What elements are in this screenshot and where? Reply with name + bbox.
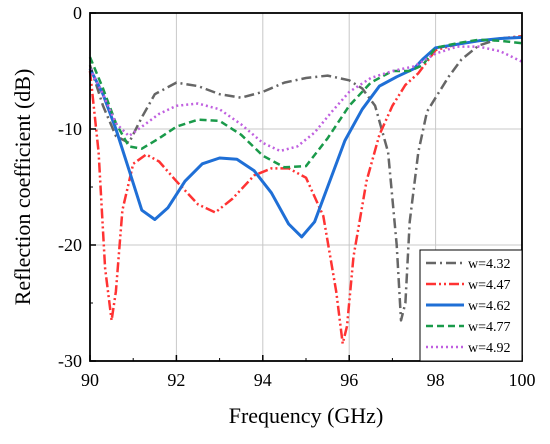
x-tick-label: 92 xyxy=(167,370,185,390)
series-line-w-4-77 xyxy=(88,38,523,169)
legend-label: w=4.92 xyxy=(468,341,511,356)
y-tick-label: -10 xyxy=(58,119,82,139)
x-tick-label: 94 xyxy=(254,370,272,390)
series-line-w-4-92 xyxy=(88,45,523,153)
x-axis-label: Frequency (GHz) xyxy=(229,403,384,428)
y-tick-label: 0 xyxy=(73,3,82,23)
x-tick-label: 98 xyxy=(427,370,445,390)
y-tick-label: -20 xyxy=(58,235,82,255)
legend-label: w=4.47 xyxy=(468,278,511,293)
series-line-w-4-47 xyxy=(88,34,523,345)
y-axis-label: Reflection coefficient (dB) xyxy=(10,69,35,306)
grid xyxy=(90,13,522,361)
x-tick-label: 96 xyxy=(340,370,358,390)
legend-label: w=4.62 xyxy=(468,299,511,314)
legend-label: w=4.32 xyxy=(468,257,511,272)
x-tick-label: 100 xyxy=(509,370,536,390)
x-tick-label: 90 xyxy=(81,370,99,390)
legend: w=4.32 w=4.47 w=4.62 w=4.77 w=4.92 xyxy=(419,249,523,362)
ticks: 90 92 94 96 98 100 0 -10 -20 -30 xyxy=(58,3,536,390)
y-tick-label: -30 xyxy=(58,351,82,371)
series-line-w-4-62 xyxy=(88,35,523,239)
series-line-w-4-32 xyxy=(88,34,523,322)
legend-label: w=4.77 xyxy=(468,320,511,335)
series-lines xyxy=(88,34,523,345)
